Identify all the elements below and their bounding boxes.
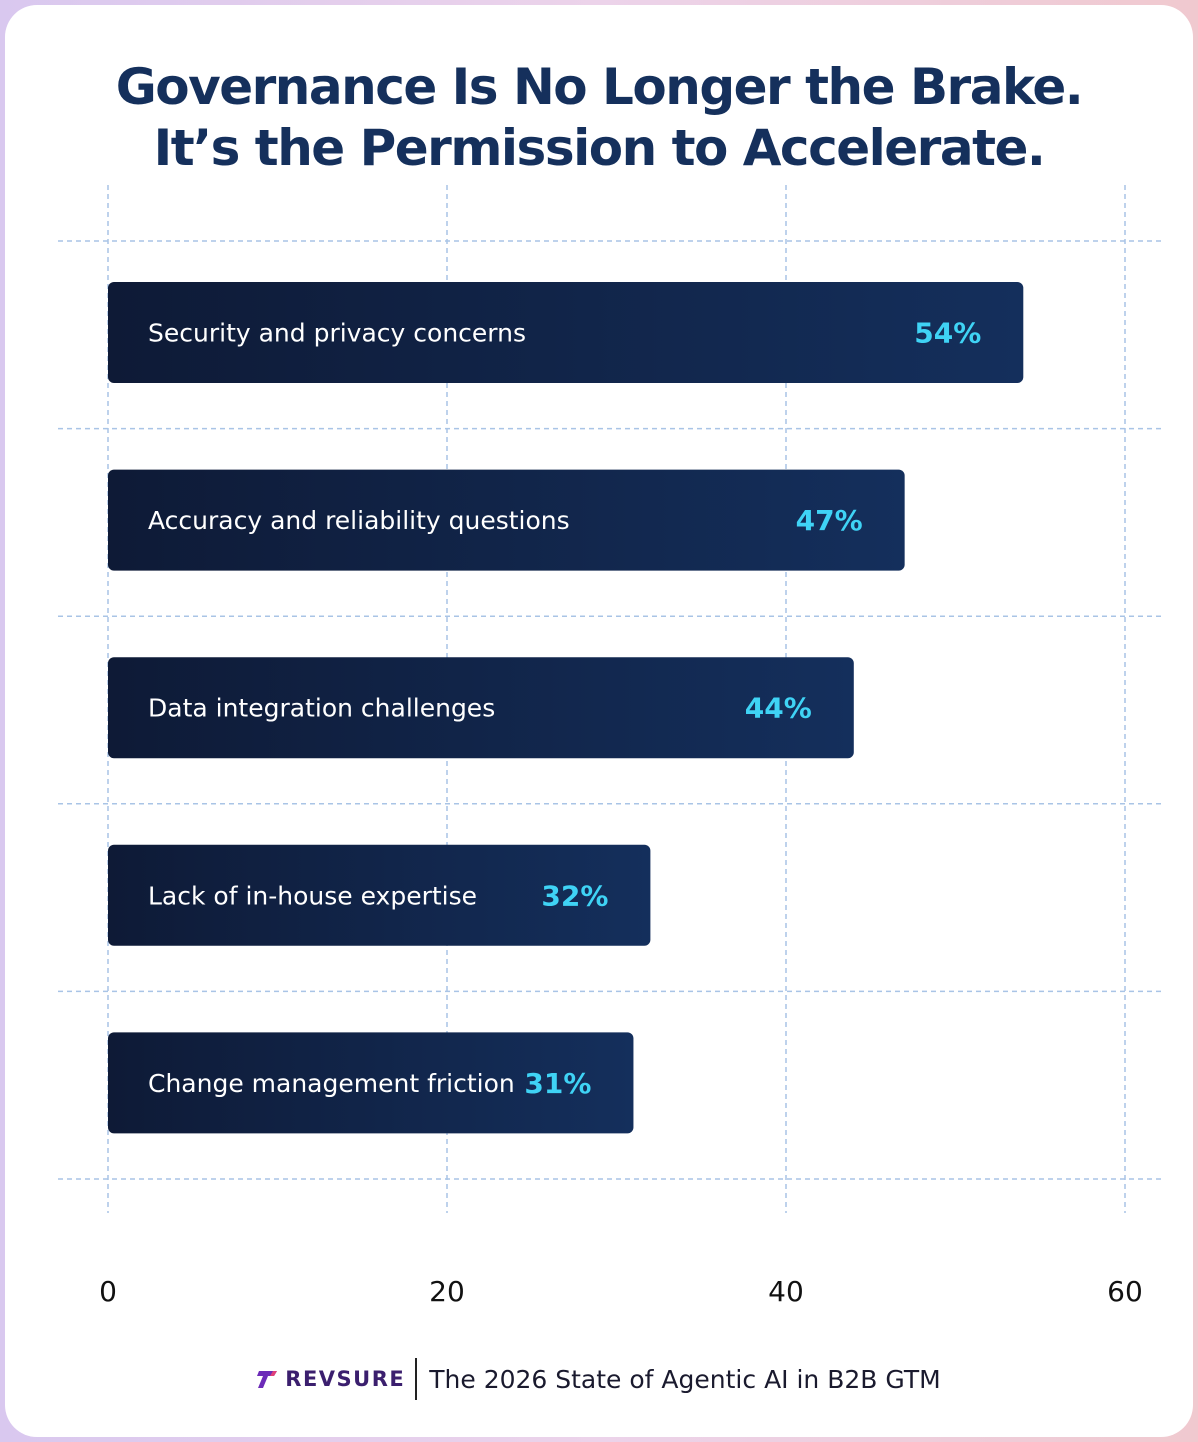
bar-category-label: Data integration challenges [148,694,495,723]
brand-name: REVSURE [285,1367,406,1391]
bar [108,657,854,759]
x-axis-ticks: 0 20 40 60 [99,1275,1143,1308]
x-tick-label: 0 [99,1275,117,1308]
revsure-logo-icon [257,1371,278,1388]
bar-value-label: 54% [914,317,981,350]
x-tick-label: 60 [1107,1275,1143,1308]
bar [108,282,1024,383]
bar-value-label: 44% [745,692,812,725]
bar-category-label: Change management friction [148,1069,515,1098]
bar [108,469,905,571]
footer: REVSURE The 2026 State of Agentic AI in … [5,1357,1193,1401]
bar-value-label: 32% [541,879,608,912]
footer-divider [415,1358,418,1400]
title-line-1: Governance Is No Longer the Brake. [115,58,1084,116]
x-tick-label: 40 [768,1275,804,1308]
chart-card: Governance Is No Longer the Brake. It’s … [5,5,1193,1437]
x-tick-label: 20 [429,1275,465,1308]
bar [108,1032,634,1134]
title-line-2: It’s the Permission to Accelerate. [153,119,1046,177]
bar-category-label: Lack of in-house expertise [148,881,477,910]
bar [108,844,651,946]
brand-logo: REVSURE [257,1367,405,1391]
bar-category-label: Accuracy and reliability questions [148,506,570,535]
bar-value-label: 47% [796,504,863,537]
bars: Security and privacy concerns 54% Accuracy… [108,282,1024,1134]
bar-chart: Security and privacy concerns 54% Accuracy… [58,185,1165,1308]
bar-category-label: Security and privacy concerns [148,319,526,348]
chart-title: Governance Is No Longer the Brake. It’s … [5,57,1193,179]
footer-caption: The 2026 State of Agentic AI in B2B GTM [429,1364,941,1394]
bar-value-label: 31% [524,1067,591,1100]
